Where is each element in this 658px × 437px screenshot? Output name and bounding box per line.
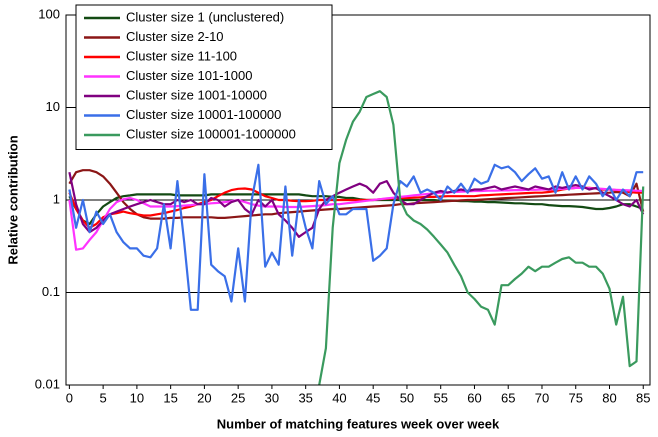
x-tick-label: 5 [100,390,107,405]
x-tick-label: 30 [265,390,279,405]
series-line [68,163,644,311]
legend-label: Cluster size 1 (unclustered) [126,9,284,24]
x-tick-label: 55 [433,390,447,405]
series-line [68,171,645,238]
plot-frame [65,14,651,386]
y-tick-label: 1 [53,191,60,206]
y-tick-label: 10 [46,99,60,114]
series-line [318,90,645,385]
legend-label: Cluster size 101-1000 [126,68,252,83]
legend-label: Cluster size 100001-1000000 [126,126,296,141]
x-tick-label: 65 [501,390,515,405]
y-tick-label: 0.1 [42,284,60,299]
x-tick-label: 35 [298,390,312,405]
x-tick-label: 70 [535,390,549,405]
x-tick-label: 10 [130,390,144,405]
y-axis-title: Relative contribution [5,135,20,264]
x-tick-label: 80 [602,390,616,405]
legend-label: Cluster size 10001-100000 [126,107,281,122]
y-tick-label: 0.01 [35,376,60,391]
legend: Cluster size 1 (unclustered) Cluster size… [75,4,333,150]
x-tick-label: 45 [366,390,380,405]
x-tick-label: 20 [197,390,211,405]
x-tick-label: 15 [163,390,177,405]
x-tick-label: 60 [467,390,481,405]
x-tick-label: 85 [636,390,650,405]
x-tick-label: 40 [332,390,346,405]
y-tick-label: 100 [38,6,60,21]
x-axis-title: Number of matching features week over we… [217,416,500,431]
series-line [68,193,644,226]
x-tick-label: 75 [568,390,582,405]
x-tick-label: 25 [231,390,245,405]
legend-label: Cluster size 1001-10000 [126,87,267,102]
legend-label: Cluster size 2-10 [126,29,224,44]
x-tick-label: 50 [400,390,414,405]
x-tick-label: 0 [66,390,73,405]
legend-label: Cluster size 11-100 [126,48,237,63]
